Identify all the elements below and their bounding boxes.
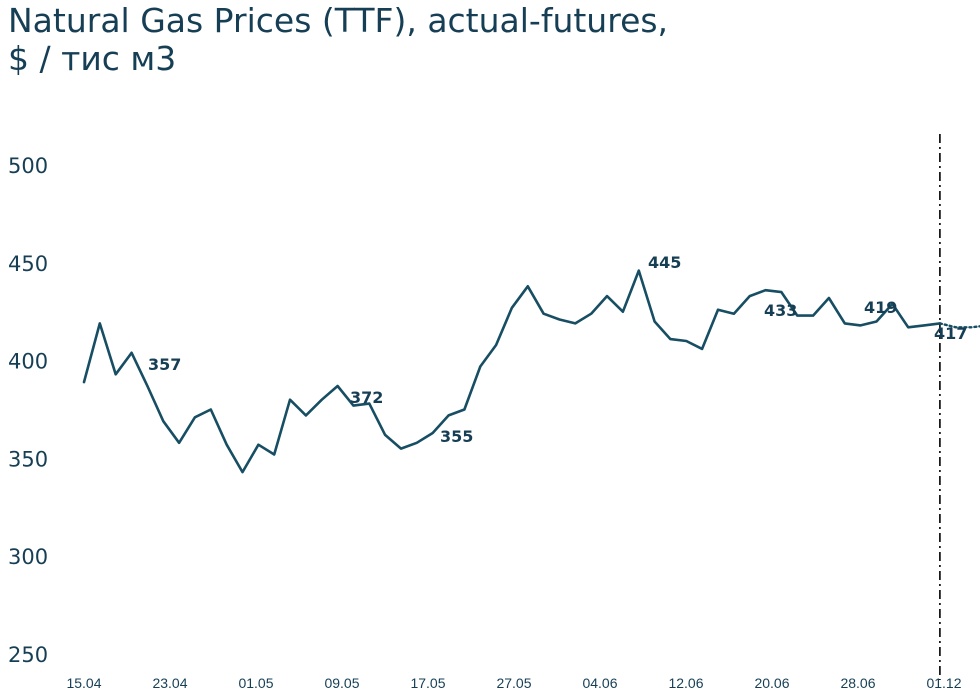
data-label: 445 — [648, 253, 681, 272]
chart-title-line2: $ / тис м3 — [8, 39, 177, 78]
x-tick-label: 17.05 — [410, 675, 445, 691]
data-label: 417 — [934, 324, 967, 343]
data-label: 357 — [148, 355, 181, 374]
y-axis: 250 300 350 400 450 500 — [8, 154, 48, 667]
x-tick-label: 15.04 — [66, 675, 101, 691]
series-layer — [82, 269, 980, 474]
x-tick-label: 27.05 — [496, 675, 531, 691]
series-actual-line — [82, 269, 942, 474]
x-axis: 15.04 23.04 01.05 09.05 17.05 27.05 04.06 12.06… — [66, 675, 961, 691]
y-tick-label: 350 — [8, 447, 48, 471]
x-tick-label: 09.05 — [324, 675, 359, 691]
data-label: 355 — [440, 427, 473, 446]
x-tick-label: 01.05 — [238, 675, 273, 691]
y-tick-label: 250 — [8, 643, 48, 667]
x-tick-label: 12.06 — [668, 675, 703, 691]
chart-title: Natural Gas Prices (TTF), actual-futures… — [8, 2, 968, 78]
data-label: 372 — [350, 388, 383, 407]
x-tick-label: 28.06 — [840, 675, 875, 691]
x-tick-label: 01.12 — [926, 675, 961, 691]
series-futures-line — [938, 322, 980, 329]
y-tick-label: 450 — [8, 252, 48, 276]
y-tick-label: 400 — [8, 350, 48, 374]
y-tick-label: 300 — [8, 545, 48, 569]
x-tick-label: 04.06 — [582, 675, 617, 691]
x-tick-label: 23.04 — [152, 675, 187, 691]
x-tick-label: 20.06 — [754, 675, 789, 691]
data-label: 419 — [864, 298, 897, 317]
chart-title-line1: Natural Gas Prices (TTF), actual-futures… — [8, 1, 669, 40]
y-tick-label: 500 — [8, 154, 48, 178]
data-label: 433 — [764, 301, 797, 320]
data-labels: 357 372 355 445 433 419 417 — [148, 253, 967, 446]
